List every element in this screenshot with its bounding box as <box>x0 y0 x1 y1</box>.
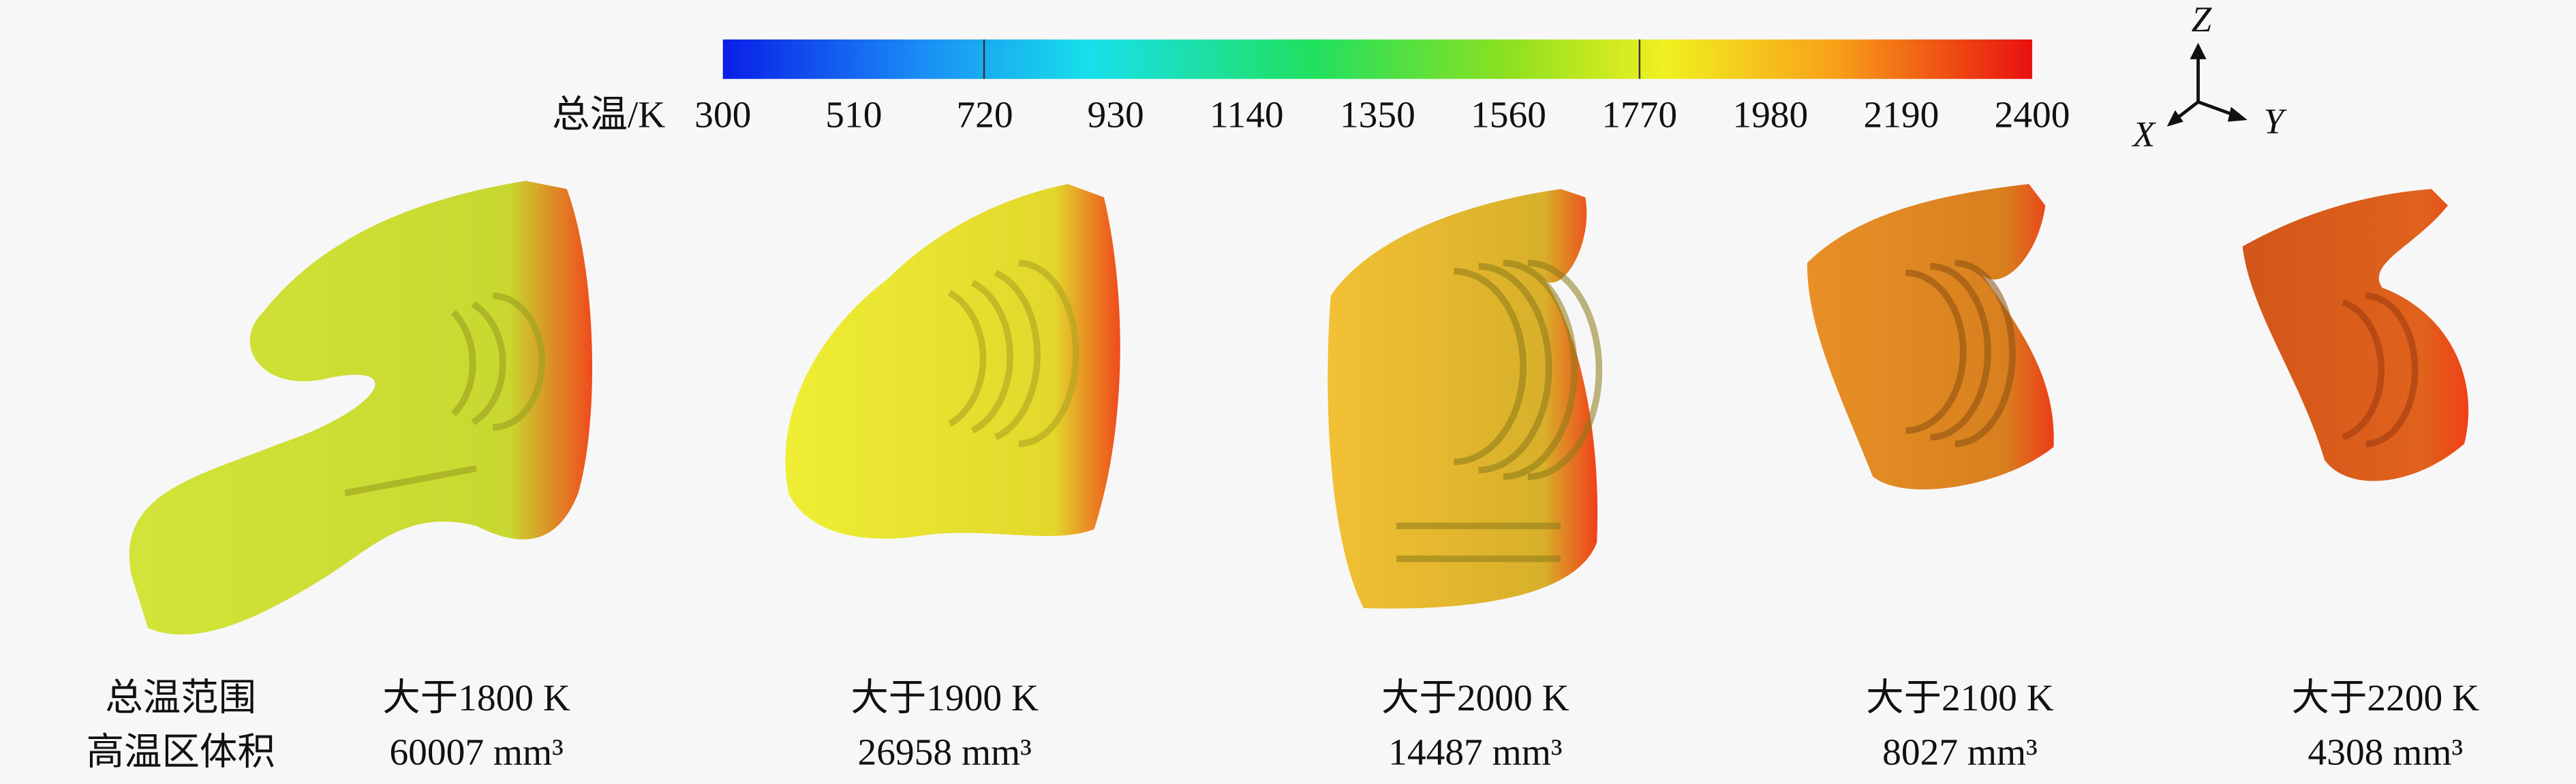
threshold-label: 大于1800 K <box>382 677 570 719</box>
colorbar-label: 总温/K <box>552 93 665 135</box>
colorbar-tick-label: 1560 <box>1471 93 1546 135</box>
row-label: 总温范围 <box>105 677 256 719</box>
volume-label: 60007 mm³ <box>389 732 563 773</box>
colorbar <box>722 39 2033 79</box>
colorbar-tick-label: 300 <box>694 93 751 135</box>
threshold-label: 大于2100 K <box>1866 677 2054 719</box>
axis-y: Y <box>2264 102 2288 141</box>
colorbar-tick-label: 1980 <box>1732 93 1808 135</box>
threshold-label: 大于2200 K <box>2292 677 2480 719</box>
axis-z: Z <box>2192 0 2212 40</box>
colorbar-tick-label: 2400 <box>1995 93 2070 135</box>
colorbar-tick-label: 1140 <box>1210 93 1284 135</box>
colorbar-ticks: 300 510 720 930 1140 1350 1560 1770 1980 2190 2400 <box>694 93 2070 135</box>
volume-label: 14487 mm³ <box>1388 732 1562 773</box>
temperature-region <box>129 181 593 635</box>
volume-label: 4308 mm³ <box>2308 732 2464 773</box>
colorbar-tick-label: 1350 <box>1340 93 1415 135</box>
threshold-label: 大于1900 K <box>850 677 1039 719</box>
axis-triad <box>2166 42 2248 127</box>
colorbar-tick-label: 2190 <box>1863 93 1939 135</box>
volume-label: 26958 mm³ <box>857 732 1031 773</box>
temperature-region <box>2242 189 2469 481</box>
colorbar-tick-label: 510 <box>825 93 882 135</box>
threshold-label: 大于2000 K <box>1381 677 1569 719</box>
colorbar-tick-label: 1770 <box>1601 93 1677 135</box>
panel-labels: 大于1800 K 60007 mm³ 大于1900 K 26958 mm³ 大于2000… <box>382 677 2479 773</box>
volume-label: 8027 mm³ <box>1882 732 2038 773</box>
axis-x: X <box>2132 115 2157 155</box>
colorbar-tick-label: 720 <box>956 93 1013 135</box>
temperature-region <box>785 184 1120 539</box>
temperature-region <box>1328 189 1603 609</box>
colorbar-tick-label: 930 <box>1088 93 1144 135</box>
temperature-region <box>1807 184 2054 489</box>
row-label: 高温区体积 <box>87 732 275 773</box>
